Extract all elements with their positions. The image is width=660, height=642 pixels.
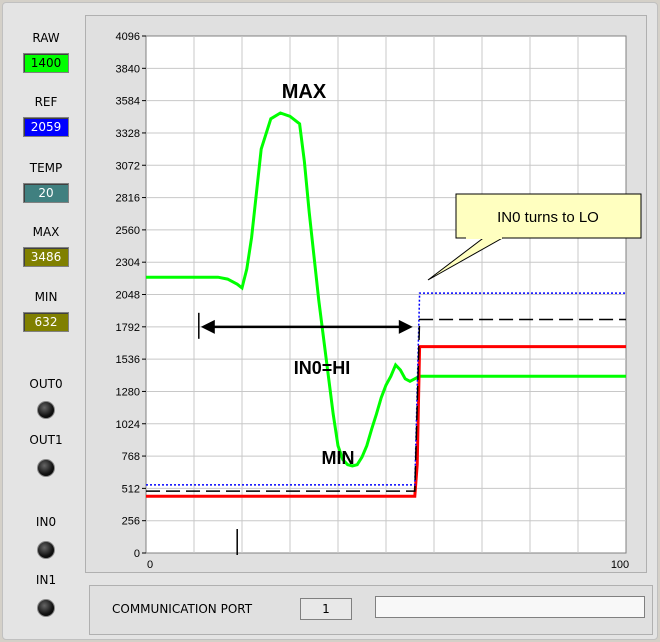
in1-led-icon xyxy=(37,599,55,617)
raw-value: 1400 xyxy=(23,53,69,73)
temp-label: TEMP xyxy=(29,161,63,175)
out1-led-icon xyxy=(37,459,55,477)
communication-port-label: COMMUNICATION PORT xyxy=(112,602,253,616)
y-tick-label: 2304 xyxy=(116,257,140,269)
raw-label: RAW xyxy=(32,31,60,45)
callout-joint xyxy=(466,237,502,239)
y-tick-label: 768 xyxy=(122,451,140,463)
in1-label: IN1 xyxy=(35,573,57,587)
y-tick-label: 3840 xyxy=(116,63,140,75)
y-tick-label: 0 xyxy=(134,548,140,560)
y-tick-label: 512 xyxy=(122,483,140,495)
max-label: MAX xyxy=(32,225,60,239)
arrow-head-right xyxy=(398,319,413,334)
line-chart: 0 256 512 768 1024 1280 1536 1792 2048 2304 2560 28… xyxy=(116,31,642,571)
y-tick-label: 3328 xyxy=(116,128,140,140)
max-annotation: MAX xyxy=(282,81,327,103)
callout-box xyxy=(455,193,642,239)
arrow-head-left xyxy=(200,319,215,334)
y-tick-label: 256 xyxy=(122,516,140,528)
y-tick-label: 4096 xyxy=(116,31,140,43)
y-tick-label: 2048 xyxy=(116,290,140,302)
x-tick-label: 0 xyxy=(147,559,153,571)
ref-value: 2059 xyxy=(23,117,69,137)
min-value: 632 xyxy=(23,312,69,332)
communication-panel: COMMUNICATION PORT 1 xyxy=(89,585,653,635)
y-tick-label: 2816 xyxy=(116,193,140,205)
y-tick-label: 3072 xyxy=(116,160,140,172)
out0-led-icon xyxy=(37,401,55,419)
y-tick-label: 1024 xyxy=(116,419,140,431)
out0-label: OUT0 xyxy=(29,377,63,391)
x-tick-label: 100 xyxy=(611,559,629,571)
in0-label: IN0 xyxy=(35,515,57,529)
series-line xyxy=(146,111,626,468)
y-tick-label: 1792 xyxy=(116,322,140,334)
y-tick-label: 3584 xyxy=(116,96,140,108)
series-line xyxy=(146,318,626,492)
in0-led-icon xyxy=(37,541,55,559)
out1-label: OUT1 xyxy=(29,433,63,447)
series-line xyxy=(146,345,626,498)
min-annotation: MIN xyxy=(322,448,355,468)
y-tick-label: 1536 xyxy=(116,354,140,366)
max-value: 3486 xyxy=(23,247,69,267)
y-tick-label: 1280 xyxy=(116,386,140,398)
ref-label: REF xyxy=(34,95,58,109)
in0-lo-annotation: IN0 turns to LO xyxy=(497,209,599,226)
in0-hi-annotation: IN0=HI xyxy=(294,358,351,378)
communication-status-field xyxy=(375,596,645,618)
chart-panel: 0 256 512 768 1024 1280 1536 1792 2048 2304 2560 28… xyxy=(85,15,647,573)
y-tick-label: 2560 xyxy=(116,225,140,237)
communication-port-value[interactable]: 1 xyxy=(300,598,352,620)
min-label: MIN xyxy=(34,290,58,304)
temp-value: 20 xyxy=(23,183,69,203)
